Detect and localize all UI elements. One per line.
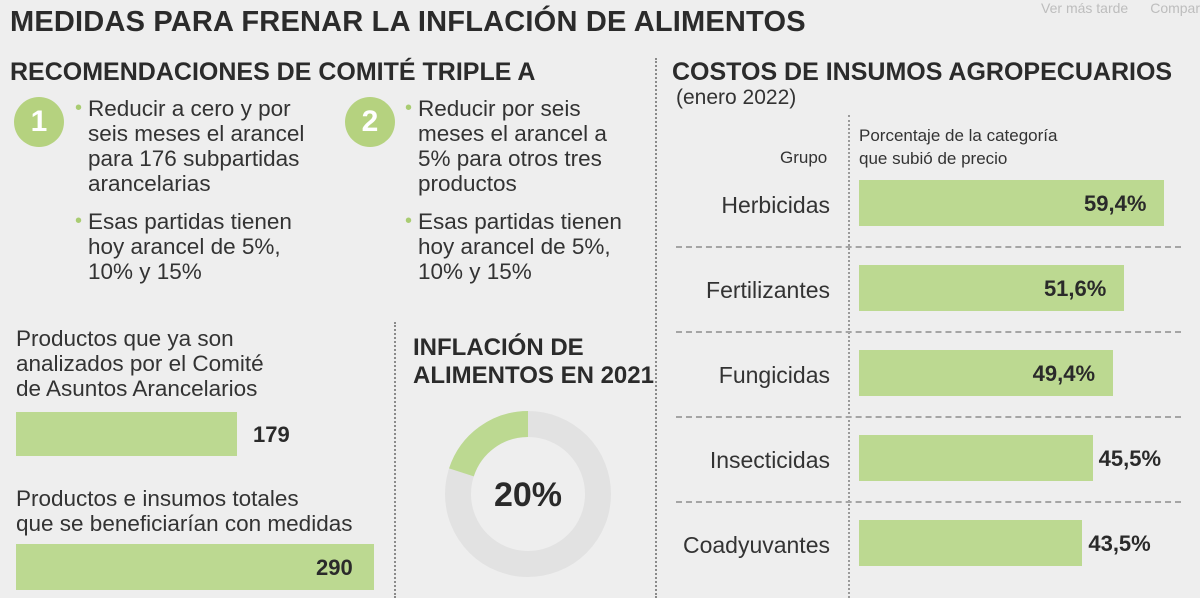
text-line: 5% para otros tres [418,146,602,171]
bullet-icon: • [75,210,83,232]
column-header-percentage: Porcentaje de la categoría que subió de … [859,124,1057,170]
recommendation-2: • Reducir por seis meses el arancel a 5%… [405,96,622,284]
row-separator [676,246,1181,248]
recommendation-2-bullet-b: • Esas partidas tienen hoy arancel de 5%… [405,209,622,284]
recommendation-2-bullet-a: • Reducir por seis meses el arancel a 5%… [405,96,622,196]
text-line: Porcentaje de la categoría [859,126,1058,145]
chart-column-divider [848,115,850,598]
row-separator [676,501,1181,503]
products-total-bar [16,544,374,590]
video-overlay-actions: Ver más tarde Compar [1019,0,1200,16]
costs-subheading: (enero 2022) [676,86,797,109]
category-label: Fertilizantes [706,277,830,303]
bar-fungicidas [859,350,1113,396]
text-line: de Asuntos Arancelarios [16,376,258,401]
bar-value-label: 43,5% [1088,531,1151,556]
text-line: Esas partidas tienen [88,209,292,234]
text-line: analizados por el Comité [16,351,264,376]
text-line: que subió de precio [859,149,1008,168]
products-analyzed-bar [16,412,237,456]
bar-value-label: 45,5% [1098,446,1162,471]
text-line: Reducir a cero y por [88,96,291,121]
recommendations-heading: RECOMENDACIONES DE COMITÉ TRIPLE A [10,58,536,86]
recommendation-1-bullet-a: • Reducir a cero y por seis meses el ara… [75,96,305,196]
inflation-value: 20% [494,476,562,514]
text-line: arancelarias [88,171,211,196]
category-label: Herbicidas [721,192,830,218]
text-line: hoy arancel de 5%, [88,234,281,259]
text-line: Productos que ya son [16,326,234,351]
bullet-icon: • [405,97,413,119]
bar-value-label: 59,4% [1084,191,1147,216]
recommendation-2-number: 2 [345,97,395,147]
text-line: 10% y 15% [88,259,202,284]
text-line: Reducir por seis [418,96,581,121]
inflation-heading: INFLACIÓN DE ALIMENTOS EN 2021 [413,334,654,390]
row-separator [676,331,1181,333]
text-line: Esas partidas tienen [418,209,622,234]
category-label: Coadyuvantes [682,532,830,558]
category-label: Fungicidas [718,362,830,388]
bullet-icon: • [405,210,413,232]
bar-insecticidas [859,435,1093,481]
recommendation-1: • Reducir a cero y por seis meses el ara… [75,96,305,284]
page-title: MEDIDAS PARA FRENAR LA INFLACIÓN DE ALIM… [10,6,806,38]
costs-heading: COSTOS DE INSUMOS AGROPECUARIOS [672,58,1173,86]
products-analyzed-value: 179 [252,422,290,447]
text-line: hoy arancel de 5%, [418,234,611,259]
bar-value-label: 51,6% [1043,276,1107,301]
text-line: productos [418,171,517,196]
bar-coadyuvantes [859,520,1083,566]
category-label: Insecticidas [709,447,830,473]
section-divider [394,322,396,598]
text-line: seis meses el arancel [88,121,305,146]
text-line: ALIMENTOS EN 2021 [413,362,654,389]
text-line: INFLACIÓN DE [413,334,584,361]
bar-value-label: 49,4% [1032,361,1096,386]
products-total-value: 290 [316,555,353,580]
products-analyzed-label: Productos que ya son analizados por el C… [16,326,264,401]
products-total-label: Productos e insumos totales que se benef… [16,486,352,536]
main-divider [655,58,657,598]
text-line: meses el arancel a [418,121,607,146]
recommendation-1-bullet-b: • Esas partidas tienen hoy arancel de 5%… [75,209,304,284]
donut-filled-arc [449,411,529,477]
bullet-icon: • [75,97,83,119]
column-header-group: Grupo [780,148,828,167]
watch-later-button[interactable]: Ver más tarde [1041,0,1129,16]
row-separator [676,416,1181,418]
text-line: que se beneficiarían con medidas [16,511,353,536]
inflation-donut: 20% [445,411,611,577]
text-line: Productos e insumos totales [16,486,299,511]
recommendation-1-number: 1 [14,97,64,147]
bar-fertilizantes [859,265,1124,311]
bar-herbicidas [859,180,1164,226]
share-button[interactable]: Compar [1150,0,1200,16]
text-line: para 176 subpartidas [88,146,300,171]
text-line: 10% y 15% [418,259,532,284]
